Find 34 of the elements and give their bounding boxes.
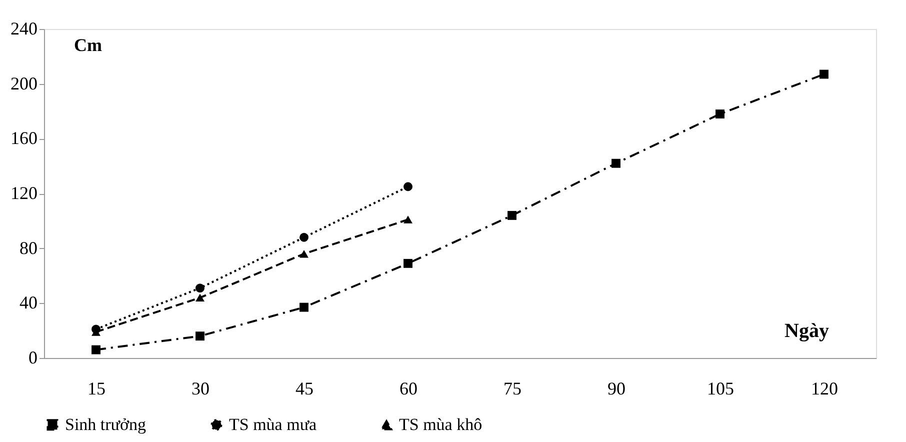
legend-label: TS mùa khô — [399, 415, 482, 434]
point — [196, 294, 204, 302]
point — [92, 345, 100, 354]
point — [612, 158, 620, 168]
x-tick-label: 30 — [192, 378, 210, 398]
y-tick-label: 40 — [20, 292, 38, 313]
x-tick-label: 90 — [608, 378, 626, 398]
point — [716, 110, 724, 118]
y-tick-label: 160 — [10, 128, 38, 148]
legend-label: TS mùa mưa — [229, 414, 318, 434]
x-tick-label: 105 — [707, 378, 734, 398]
point — [300, 232, 308, 242]
point — [508, 210, 516, 220]
y-axis-title: Cm — [74, 35, 102, 55]
y-tick-label: 240 — [10, 18, 38, 38]
y-tick-label: 80 — [20, 238, 38, 258]
point — [300, 302, 308, 312]
y-tick-label: 200 — [10, 73, 38, 94]
y-tick-label: 120 — [10, 183, 38, 203]
x-tick-label: 60 — [400, 378, 418, 398]
x-tick-label: 120 — [811, 378, 838, 398]
x-tick-label: 15 — [88, 378, 106, 398]
point — [404, 182, 412, 192]
point — [404, 258, 412, 268]
x-tick-label: 45 — [296, 378, 314, 398]
y-tick-label: 0 — [28, 348, 38, 368]
point — [820, 70, 828, 79]
point — [300, 250, 308, 258]
legend-label: Sinh trưởng — [65, 414, 147, 434]
point — [196, 284, 204, 293]
x-axis-title: Ngày — [784, 320, 829, 342]
point — [404, 216, 412, 224]
x-tick-label: 75 — [504, 378, 522, 398]
point — [196, 332, 204, 341]
